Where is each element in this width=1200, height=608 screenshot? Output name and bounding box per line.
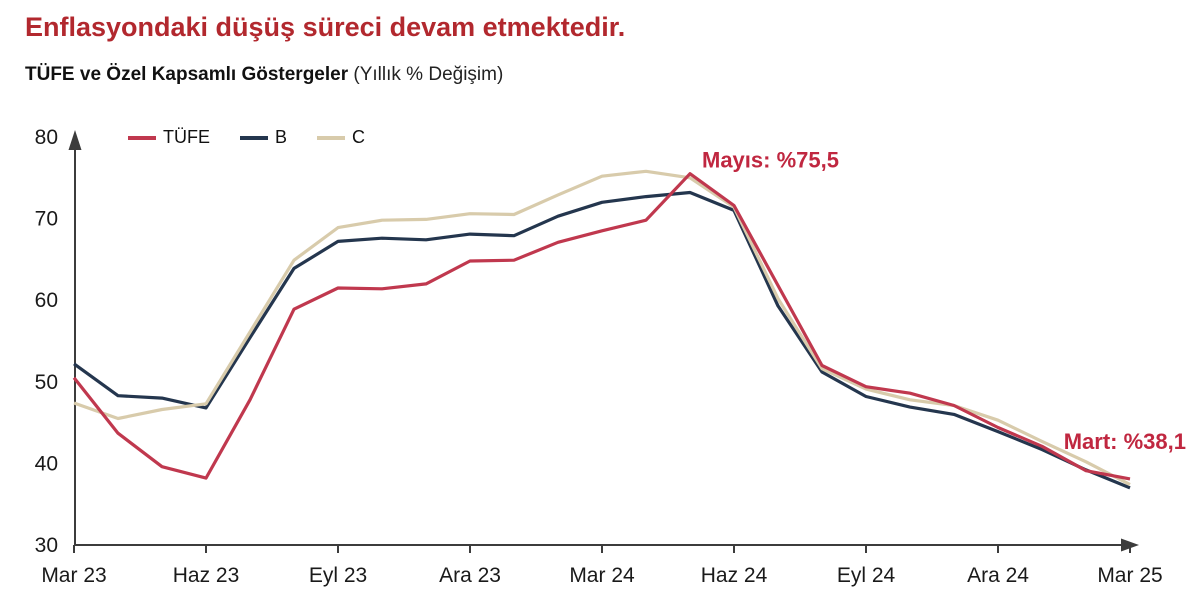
- legend-label-b: B: [275, 127, 288, 147]
- y-axis-arrow-icon: [68, 130, 82, 150]
- legend-label-tufe: TÜFE: [163, 127, 210, 147]
- b-line-series: [73, 190, 1131, 490]
- annotation-label: Mayıs: %75,5: [702, 148, 839, 173]
- c-line-swatch-icon: [317, 135, 346, 140]
- c-line-series: [73, 169, 1131, 487]
- y-axis-tick-label: 70: [35, 208, 58, 231]
- x-axis-tick-label: Eyl 24: [837, 564, 896, 587]
- y-axis-tick-label: 50: [35, 371, 58, 394]
- x-axis-tick-label: Ara 24: [967, 564, 1029, 587]
- x-axis-tick-label: Mar 25: [1097, 564, 1162, 587]
- x-axis-tick-label: Haz 24: [701, 564, 768, 587]
- chart-subtitle-main: TÜFE ve Özel Kapsamlı Göstergeler: [25, 64, 349, 85]
- legend-item-c: C: [317, 127, 365, 148]
- legend-label-c: C: [352, 127, 366, 147]
- chart-subtitle: TÜFE ve Özel Kapsamlı Göstergeler (Yıllı…: [25, 64, 503, 86]
- y-axis-tick-label: 80: [35, 126, 58, 149]
- y-axis-tick-label: 30: [35, 534, 58, 557]
- legend-item-tufe: TÜFE: [128, 127, 210, 148]
- x-axis-tick-label: Eyl 23: [309, 564, 367, 587]
- x-axis-tick-label: Mar 24: [569, 564, 635, 587]
- tufe-line-swatch-icon: [128, 135, 156, 140]
- b-line-swatch-icon: [240, 135, 268, 140]
- chart-subtitle-unit: (Yıllık % Değişim): [353, 64, 504, 85]
- legend-item-b: B: [240, 127, 287, 148]
- x-axis-tick-label: Mar 23: [41, 564, 106, 587]
- annotation-label: Mart: %38,1: [1064, 429, 1186, 454]
- chart-legend: TÜFE B C: [128, 127, 365, 148]
- y-axis-tick-label: 40: [35, 452, 58, 475]
- tufe-line-series: [72, 172, 1131, 481]
- page-title: Enflasyondaki düşüş süreci devam etmekte…: [25, 12, 626, 42]
- y-axis-tick-label: 60: [35, 289, 58, 312]
- x-axis-tick-label: Ara 23: [439, 564, 501, 587]
- x-axis-tick-label: Haz 23: [173, 564, 240, 587]
